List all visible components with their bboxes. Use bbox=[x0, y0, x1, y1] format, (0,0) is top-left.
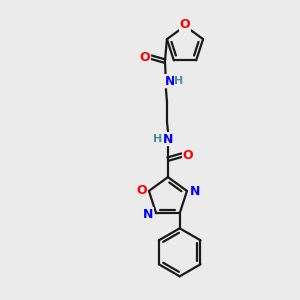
Text: O: O bbox=[183, 148, 193, 162]
Text: O: O bbox=[180, 19, 190, 32]
Text: N: N bbox=[163, 133, 173, 146]
Text: H: H bbox=[174, 76, 184, 86]
Text: O: O bbox=[136, 184, 147, 197]
Text: O: O bbox=[140, 51, 150, 64]
Text: H: H bbox=[153, 134, 163, 144]
Text: N: N bbox=[143, 208, 153, 221]
Text: N: N bbox=[190, 185, 200, 198]
Text: N: N bbox=[165, 75, 175, 88]
